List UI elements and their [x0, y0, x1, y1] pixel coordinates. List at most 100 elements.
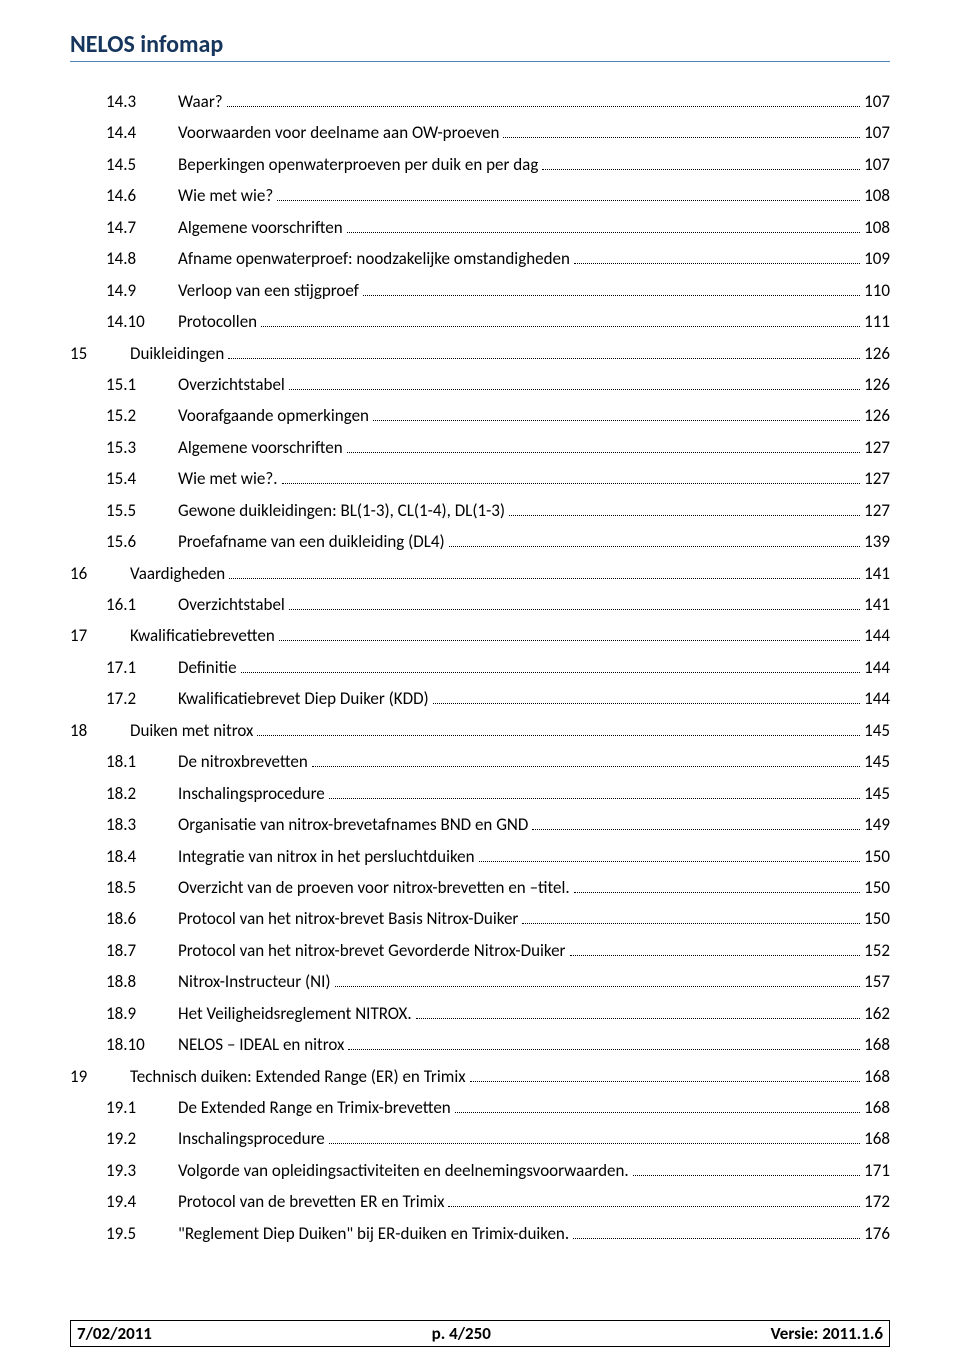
toc-label: "Reglement Diep Duiken" bij ER-duiken en…	[178, 1218, 569, 1249]
toc-number: 18.4	[106, 841, 178, 872]
toc-number: 15	[70, 338, 130, 369]
toc-label: Verloop van een stijgproef	[178, 275, 359, 306]
toc-page-number: 126	[864, 400, 890, 431]
toc-entry: 14.4Voorwaarden voor deelname aan OW-pro…	[70, 117, 890, 148]
toc-entry: 15.4Wie met wie?. 127	[70, 463, 890, 494]
toc-entry: 17.2Kwalificatiebrevet Diep Duiker (KDD)…	[70, 683, 890, 714]
toc-page-number: 144	[864, 683, 890, 714]
toc-page-number: 108	[864, 180, 890, 211]
toc-label: Definitie	[178, 652, 237, 683]
toc-entry: 18.8Nitrox-Instructeur (NI)157	[70, 966, 890, 997]
toc-page-number: 127	[864, 495, 890, 526]
document-page: NELOS infomap 14.3Waar? 10714.4Voorwaarde…	[0, 0, 960, 1371]
toc-number: 15.2	[106, 400, 178, 431]
toc-page-number: 150	[864, 872, 890, 903]
toc-label: Kwalificatiebrevetten	[130, 620, 275, 651]
toc-page-number: 150	[864, 841, 890, 872]
toc-entry: 15.5Gewone duikleidingen: BL(1-3), CL(1-…	[70, 495, 890, 526]
toc-label: Voorwaarden voor deelname aan OW-proeven	[178, 117, 499, 148]
toc-leader-dots	[279, 640, 860, 641]
toc-entry: 18.9Het Veiligheidsreglement NITROX.162	[70, 998, 890, 1029]
toc-number: 14.6	[106, 180, 178, 211]
toc-label: Overzichtstabel	[178, 369, 285, 400]
toc-leader-dots	[503, 137, 860, 138]
toc-page-number: 126	[864, 338, 890, 369]
toc-entry: 15.3Algemene voorschriften127	[70, 432, 890, 463]
toc-page-number: 127	[864, 463, 890, 494]
toc-entry: 15.2Voorafgaande opmerkingen126	[70, 400, 890, 431]
toc-leader-dots	[348, 1049, 860, 1050]
toc-entry: 14.6Wie met wie? 108	[70, 180, 890, 211]
toc-page-number: 139	[864, 526, 890, 557]
toc-entry: 17Kwalificatiebrevetten144	[70, 620, 890, 651]
table-of-contents: 14.3Waar? 10714.4Voorwaarden voor deelnam…	[70, 86, 890, 1249]
toc-label: Wie met wie?.	[178, 463, 278, 494]
toc-number: 15.4	[106, 463, 178, 494]
toc-entry: 19.3Volgorde van opleidingsactiviteiten …	[70, 1155, 890, 1186]
toc-label: Inschalingsprocedure	[178, 778, 325, 809]
toc-number: 15.3	[106, 432, 178, 463]
toc-number: 18.10	[106, 1029, 178, 1060]
toc-page-number: 107	[864, 86, 890, 117]
toc-label: Wie met wie?	[178, 180, 273, 211]
toc-label: Waar?	[178, 86, 223, 117]
page-footer: 7/02/2011 p. 4/250 Versie: 2011.1.6	[70, 1320, 890, 1347]
toc-label: Technisch duiken: Extended Range (ER) en…	[130, 1061, 466, 1092]
toc-leader-dots	[347, 232, 860, 233]
toc-entry: 18.3Organisatie van nitrox-brevetafnames…	[70, 809, 890, 840]
toc-label: Overzichtstabel	[178, 589, 285, 620]
toc-number: 14.3	[106, 86, 178, 117]
toc-label: Het Veiligheidsreglement NITROX.	[178, 998, 412, 1029]
toc-page-number: 141	[864, 589, 890, 620]
toc-page-number: 172	[864, 1186, 890, 1217]
toc-entry: 14.5Beperkingen openwaterproeven per dui…	[70, 149, 890, 180]
toc-leader-dots	[277, 200, 860, 201]
toc-leader-dots	[347, 452, 860, 453]
toc-leader-dots	[241, 672, 861, 673]
toc-number: 18.1	[106, 746, 178, 777]
toc-number: 18.2	[106, 778, 178, 809]
toc-entry: 15.1Overzichtstabel126	[70, 369, 890, 400]
toc-leader-dots	[633, 1175, 860, 1176]
toc-leader-dots	[416, 1018, 860, 1019]
toc-leader-dots	[522, 923, 860, 924]
toc-number: 14.9	[106, 275, 178, 306]
footer-date: 7/02/2011	[77, 1323, 152, 1344]
toc-page-number: 145	[864, 778, 890, 809]
toc-leader-dots	[227, 106, 861, 107]
toc-page-number: 108	[864, 212, 890, 243]
toc-leader-dots	[455, 1112, 860, 1113]
toc-number: 19	[70, 1061, 130, 1092]
toc-label: Protocol van het nitrox-brevet Gevorderd…	[178, 935, 566, 966]
toc-leader-dots	[229, 578, 860, 579]
toc-leader-dots	[433, 703, 860, 704]
page-title: NELOS infomap	[70, 30, 890, 59]
toc-page-number: 107	[864, 149, 890, 180]
toc-label: Integratie van nitrox in het persluchtdu…	[178, 841, 475, 872]
toc-number: 18.5	[106, 872, 178, 903]
toc-number: 19.4	[106, 1186, 178, 1217]
toc-entry: 19.5"Reglement Diep Duiken" bij ER-duike…	[70, 1218, 890, 1249]
toc-label: Volgorde van opleidingsactiviteiten en d…	[178, 1155, 629, 1186]
toc-number: 19.5	[106, 1218, 178, 1249]
toc-leader-dots	[479, 861, 861, 862]
toc-entry: 14.10Protocollen111	[70, 306, 890, 337]
toc-leader-dots	[261, 326, 860, 327]
footer-page: p. 4/250	[432, 1323, 491, 1344]
toc-page-number: 150	[864, 903, 890, 934]
toc-page-number: 109	[864, 243, 890, 274]
toc-page-number: 126	[864, 369, 890, 400]
toc-page-number: 144	[864, 652, 890, 683]
toc-number: 18.9	[106, 998, 178, 1029]
toc-leader-dots	[532, 829, 860, 830]
toc-leader-dots	[282, 483, 861, 484]
toc-leader-dots	[448, 1206, 860, 1207]
title-underline	[70, 61, 890, 62]
toc-entry: 18.4Integratie van nitrox in het persluc…	[70, 841, 890, 872]
toc-number: 16	[70, 558, 130, 589]
toc-number: 14.7	[106, 212, 178, 243]
toc-page-number: 152	[864, 935, 890, 966]
toc-number: 17.2	[106, 683, 178, 714]
toc-number: 17	[70, 620, 130, 651]
toc-page-number: 168	[864, 1092, 890, 1123]
